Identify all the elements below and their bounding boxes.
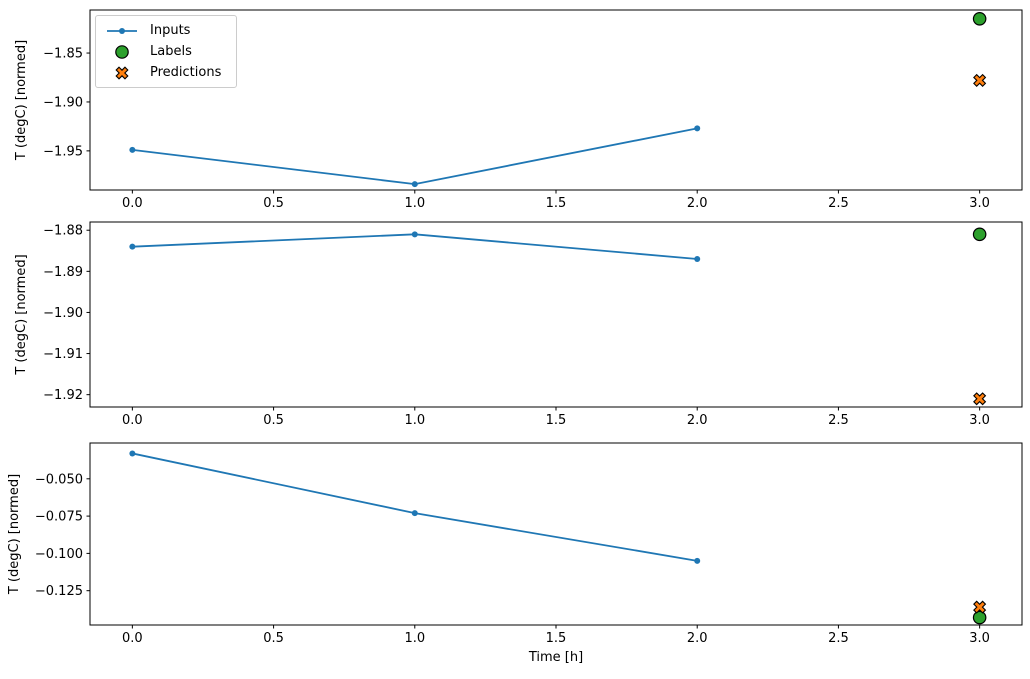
inputs-point-marker — [411, 510, 418, 517]
inputs-point-marker — [411, 231, 418, 238]
subplot-3: 0.0 0.5 1.0 1.5 2.0 2.5 3.0 −0.050 −0.075 −0.100 −… — [7, 442, 1023, 665]
legend-item-labels: Labels — [102, 41, 228, 62]
y-tick-label: −1.90 — [43, 306, 83, 321]
y-tick-label: −0.100 — [35, 547, 83, 562]
inputs-point-marker — [411, 181, 418, 188]
x-tick-label: 1.5 — [546, 413, 567, 428]
x-tick-label: 2.0 — [687, 196, 708, 211]
x-tick-label: 0.5 — [263, 413, 284, 428]
inputs-line-dot-icon — [102, 24, 142, 38]
legend-item-predictions: Predictions — [102, 62, 228, 83]
x-tick-label: 1.5 — [546, 631, 567, 646]
y-tick-label: −1.90 — [43, 95, 83, 110]
y-tick-label: −1.91 — [43, 347, 83, 362]
predictions-marker — [973, 73, 987, 88]
x-tick-label: 0.5 — [263, 631, 284, 646]
labels-marker — [972, 610, 987, 625]
x-tick-label: 2.0 — [687, 413, 708, 428]
y-tick-label: −0.125 — [35, 584, 83, 599]
x-tick-label: 2.5 — [828, 196, 849, 211]
x-tick-label: 0.0 — [122, 631, 143, 646]
inputs-point-marker — [129, 450, 136, 457]
y-axis-label: T (degC) [normed] — [7, 474, 22, 595]
inputs-point-marker — [129, 146, 136, 153]
x-tick-label: 0.5 — [263, 196, 284, 211]
subplot-1: 0.0 0.5 1.0 1.5 2.0 2.5 3.0 −1.85 −1.90 −1.95 T (d… — [14, 9, 1023, 211]
predictions-x-icon — [102, 65, 142, 81]
x-tick-label: 3.0 — [969, 196, 990, 211]
legend-box: Inputs Labels Predictions — [95, 15, 237, 88]
x-tick-label: 1.0 — [404, 413, 425, 428]
y-tick-label: −0.075 — [35, 510, 83, 525]
x-tick-label: 0.0 — [122, 413, 143, 428]
predictions-marker — [973, 392, 987, 406]
x-tick-label: 1.0 — [404, 631, 425, 646]
y-tick-label: −1.88 — [43, 224, 83, 239]
y-tick-label: −1.95 — [43, 144, 83, 159]
y-axis-label: T (degC) [normed] — [14, 40, 29, 161]
x-tick-label: 2.5 — [828, 631, 849, 646]
legend-label-inputs: Inputs — [150, 23, 191, 38]
subplot-2: 0.0 0.5 1.0 1.5 2.0 2.5 3.0 −1.88 −1.89 −1.90 −1.9… — [14, 221, 1023, 428]
y-tick-label: −0.050 — [35, 472, 83, 487]
labels-marker — [972, 12, 987, 26]
labels-circle-icon — [102, 44, 142, 60]
x-tick-label: 3.0 — [969, 631, 990, 646]
plot-frame — [89, 442, 1023, 626]
inputs-point-marker — [694, 125, 701, 132]
y-tick-label: −1.85 — [43, 47, 83, 62]
x-axis-label: Time [h] — [528, 650, 583, 665]
labels-marker — [972, 227, 987, 242]
inputs-point-marker — [129, 243, 136, 250]
x-tick-label: 1.0 — [404, 196, 425, 211]
predictions-marker — [973, 600, 987, 614]
y-tick-label: −1.92 — [43, 388, 83, 403]
x-tick-label: 2.0 — [687, 631, 708, 646]
x-tick-label: 3.0 — [969, 413, 990, 428]
legend-label-predictions: Predictions — [150, 65, 222, 80]
inputs-point-marker — [694, 256, 701, 262]
plot-frame — [89, 221, 1023, 408]
x-tick-label: 0.0 — [122, 196, 143, 211]
plot-frame — [89, 9, 1023, 191]
x-tick-label: 1.5 — [546, 196, 567, 211]
y-axis-label: T (degC) [normed] — [14, 254, 29, 375]
y-tick-label: −1.89 — [43, 265, 83, 280]
x-tick-label: 2.5 — [828, 413, 849, 428]
inputs-point-marker — [694, 557, 701, 564]
legend-label-labels: Labels — [150, 44, 192, 59]
legend-item-inputs: Inputs — [102, 20, 228, 41]
